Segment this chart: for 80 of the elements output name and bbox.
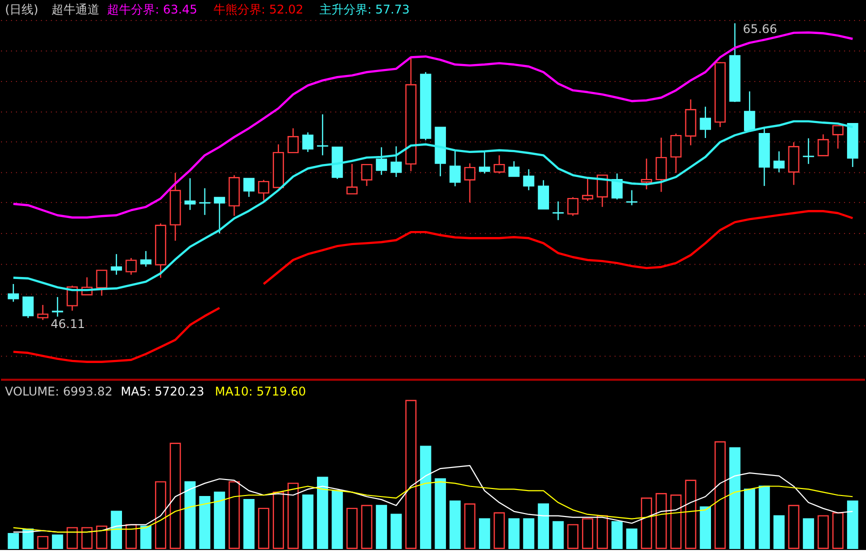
candlestick bbox=[640, 158, 652, 190]
bar bbox=[8, 532, 19, 549]
bar bbox=[52, 534, 64, 549]
candlestick bbox=[538, 180, 550, 210]
bar bbox=[22, 528, 34, 549]
candlestick bbox=[140, 250, 152, 268]
bar bbox=[243, 498, 255, 549]
text: 主升分界: 57.73 bbox=[319, 2, 410, 17]
candlestick bbox=[243, 178, 255, 198]
candlestick bbox=[494, 154, 505, 174]
bar bbox=[523, 518, 534, 549]
candlestick bbox=[508, 160, 520, 177]
candlestick bbox=[110, 253, 122, 276]
bar bbox=[110, 510, 122, 549]
candlestick bbox=[478, 151, 490, 174]
bar bbox=[390, 514, 402, 549]
candlestick bbox=[390, 146, 402, 178]
candlestick bbox=[567, 196, 578, 216]
bar bbox=[478, 518, 490, 549]
bar bbox=[140, 526, 152, 549]
candlestick bbox=[450, 150, 461, 187]
text: 牛熊分界: 52.02 bbox=[213, 2, 304, 17]
candlestick bbox=[700, 106, 711, 139]
candlestick bbox=[773, 150, 785, 173]
chart-subtitle: 超牛通道 bbox=[51, 2, 100, 17]
candlestick bbox=[302, 132, 314, 153]
bar bbox=[332, 490, 343, 549]
chart-title: (日线) bbox=[4, 2, 38, 17]
candlestick bbox=[22, 296, 34, 319]
candlestick bbox=[596, 174, 608, 208]
candlestick bbox=[66, 285, 78, 312]
candlestick bbox=[126, 257, 137, 276]
bar bbox=[611, 521, 623, 549]
bar bbox=[729, 447, 740, 549]
candlestick bbox=[670, 132, 682, 174]
bar bbox=[199, 496, 210, 549]
candlestick bbox=[258, 179, 270, 201]
text: MA10: 5719.60 bbox=[214, 384, 306, 399]
bar bbox=[450, 500, 461, 549]
candlestick bbox=[37, 304, 48, 321]
candlestick bbox=[8, 283, 19, 302]
candlestick bbox=[656, 137, 667, 192]
candlestick bbox=[582, 176, 594, 202]
bar bbox=[700, 506, 711, 549]
candlestick bbox=[184, 178, 196, 211]
bar bbox=[302, 494, 314, 549]
bar bbox=[847, 500, 858, 549]
annotation: 65.66 bbox=[742, 22, 778, 36]
candlestick bbox=[818, 134, 829, 156]
candlestick bbox=[214, 196, 226, 234]
candlestick bbox=[832, 125, 844, 150]
bar bbox=[802, 518, 814, 549]
bar bbox=[420, 446, 432, 549]
candlestick bbox=[199, 188, 210, 216]
candlestick bbox=[52, 296, 64, 318]
candlestick bbox=[552, 200, 564, 221]
bar bbox=[214, 492, 226, 549]
bar bbox=[626, 528, 638, 549]
bar bbox=[434, 478, 446, 549]
bar bbox=[758, 486, 770, 549]
candlestick bbox=[744, 90, 756, 131]
bar bbox=[744, 488, 756, 549]
bar bbox=[376, 504, 388, 549]
bar bbox=[508, 518, 520, 549]
candlestick bbox=[361, 164, 372, 187]
text: VOLUME: 6993.82 bbox=[4, 384, 112, 399]
candlestick bbox=[523, 168, 534, 191]
bar bbox=[552, 521, 564, 549]
candlestick bbox=[96, 270, 108, 296]
text: MA5: 5720.23 bbox=[120, 384, 204, 399]
candlestick bbox=[464, 162, 476, 204]
candlestick bbox=[288, 128, 299, 154]
candlestick bbox=[346, 163, 358, 194]
bar bbox=[538, 503, 550, 549]
candlestick bbox=[376, 146, 388, 176]
bar bbox=[316, 476, 328, 549]
bar bbox=[773, 515, 785, 549]
annotation: 46.11 bbox=[50, 316, 86, 331]
text: 超牛分界: 63.45 bbox=[107, 2, 198, 17]
bar bbox=[184, 481, 196, 549]
